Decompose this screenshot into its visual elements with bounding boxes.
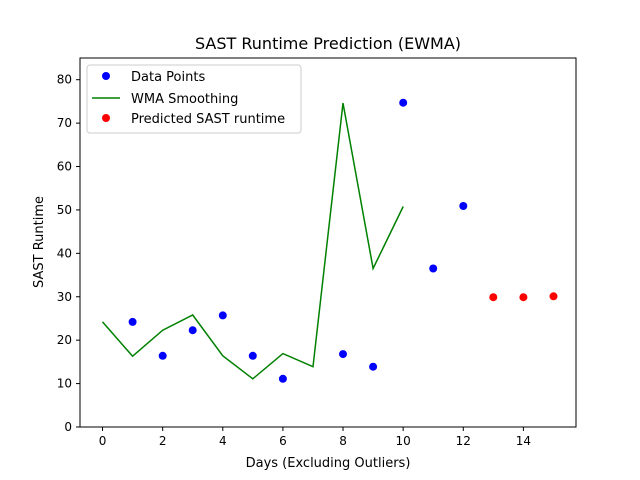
- y-axis: 0 10 20 30 40 50 60 70 80: [57, 73, 80, 434]
- plot-frame: [79, 57, 577, 428]
- predicted-point-1: [519, 293, 528, 302]
- y-tick-label-10: 10: [57, 377, 72, 391]
- chart-title: SAST Runtime Prediction (EWMA): [195, 34, 461, 53]
- data-point-0: [128, 317, 137, 326]
- data-point-4: [248, 351, 257, 360]
- x-tick-label-12: 12: [456, 434, 471, 448]
- y-tick-label-80: 80: [57, 73, 72, 87]
- data-point-6: [339, 350, 347, 359]
- legend-marker-predicted: [102, 114, 110, 122]
- x-tick-label-2: 2: [159, 434, 167, 448]
- y-tick-label-60: 60: [57, 160, 72, 174]
- predicted-point-0: [489, 293, 498, 302]
- data-point-5: [278, 374, 287, 383]
- y-tick-label-70: 70: [57, 116, 72, 130]
- legend-label-wma-smoothing: WMA Smoothing: [131, 92, 238, 107]
- x-axis: 0 2 4 6 8 10 12 14: [99, 427, 531, 448]
- x-tick-label-14: 14: [516, 434, 531, 448]
- legend-label-predicted: Predicted SAST runtime: [131, 112, 285, 127]
- series-line-wma-smoothing: [101, 102, 404, 380]
- y-tick-label-30: 30: [57, 290, 72, 304]
- x-tick-label-4: 4: [219, 434, 227, 448]
- data-point-3: [218, 311, 227, 320]
- x-tick-label-10: 10: [396, 434, 411, 448]
- data-point-10: [459, 202, 468, 210]
- legend: Data Points WMA Smoothing Predicted SAST…: [86, 64, 302, 134]
- y-tick-label-0: 0: [64, 420, 72, 434]
- legend-label-data-points: Data Points: [131, 70, 205, 85]
- data-point-8: [399, 98, 408, 107]
- x-axis-label: Days (Excluding Outliers): [246, 456, 411, 471]
- y-tick-label-50: 50: [57, 203, 72, 217]
- data-point-2: [188, 326, 197, 335]
- y-axis-label: SAST Runtime: [32, 196, 47, 288]
- y-tick-label-20: 20: [57, 333, 72, 347]
- legend-box: [86, 64, 302, 134]
- x-tick-label-8: 8: [339, 434, 347, 448]
- data-point-7: [369, 362, 378, 371]
- legend-marker-data-points: [102, 72, 110, 80]
- y-tick-label-40: 40: [57, 246, 72, 260]
- x-tick-label-6: 6: [279, 434, 287, 448]
- x-tick-label-0: 0: [99, 434, 107, 448]
- data-point-9: [429, 264, 438, 273]
- predicted-point-2: [549, 292, 558, 301]
- data-point-1: [158, 351, 167, 360]
- plot-area: [101, 98, 558, 383]
